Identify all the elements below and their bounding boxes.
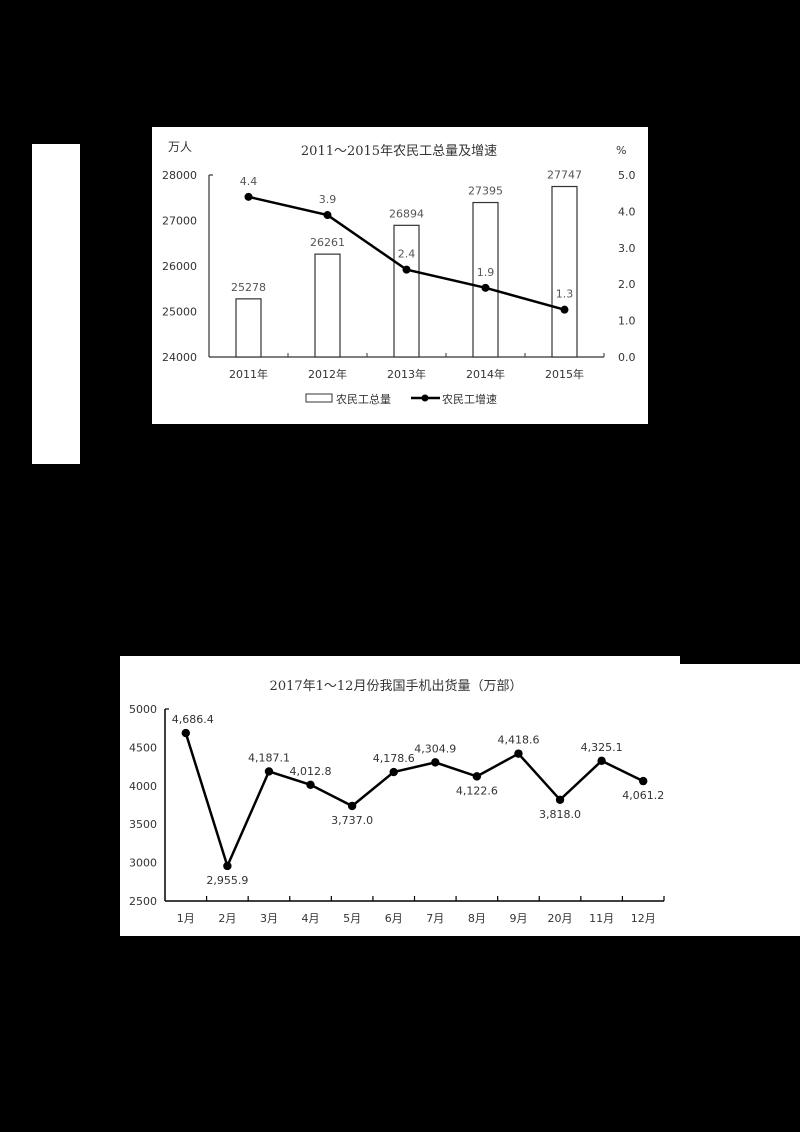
chart2-axes: 5000 4500 4000 3500 3000 2500 1月 2月 3月 4月 5月 6月 7月 8月… <box>129 703 665 925</box>
chart2-line-marker <box>306 780 315 790</box>
chart1-line-marker <box>244 192 253 201</box>
chart1-left-tick-label: 28000 <box>162 169 197 182</box>
chart2-value-label: 4,178.6 <box>373 752 415 765</box>
chart2-line-marker <box>514 749 523 758</box>
chart2-value-label: 4,325.1 <box>581 741 623 754</box>
chart2-y-tick-label: 3000 <box>129 857 157 870</box>
chart2-value-label: 4,187.1 <box>248 751 290 764</box>
chart2-category-label: 20月 <box>548 912 573 925</box>
chart1-legend: 农民工总量 农民工增速 <box>305 392 497 406</box>
chart1-left-tick-label: 25000 <box>162 306 197 319</box>
chart2-y-tick-label: 4000 <box>129 780 157 793</box>
chart1-bar <box>393 224 420 358</box>
legend-bar-label: 农民工总量 <box>336 392 391 406</box>
chart2-y-tick-label: 4500 <box>129 741 157 754</box>
chart2-category-label: 3月 <box>260 912 278 925</box>
chart2-y-tick-label: 5000 <box>129 703 157 716</box>
chart2-title: 2017年1～12月份我国手机出货量（万部） <box>270 678 523 694</box>
chart2-category-label: 12月 <box>631 912 656 925</box>
chart2-y-tick-label: 2500 <box>129 895 157 908</box>
chart1-line-marker <box>402 265 411 274</box>
chart1-right-tick-label: 2.0 <box>618 278 636 291</box>
chart2-line-marker <box>639 776 648 786</box>
chart2-line-marker <box>347 801 357 811</box>
chart1-bar-value-label: 25278 <box>231 281 266 294</box>
right-white-extension <box>680 664 800 936</box>
chart2-category-label: 9月 <box>509 912 527 925</box>
chart1-right-tick-label: 5.0 <box>618 169 636 182</box>
chart1-right-tick-label: 3.0 <box>618 242 636 255</box>
chart1-category-label: 2014年 <box>466 367 505 381</box>
chart2-value-label: 4,012.8 <box>290 765 332 778</box>
chart2-category-label: 1月 <box>177 912 195 925</box>
chart2-category-label: 7月 <box>426 912 444 925</box>
chart1-bar <box>472 201 499 358</box>
chart1-line-marker <box>323 211 332 220</box>
chart1-bar-value-label: 27747 <box>547 169 582 182</box>
chart1-right-tick-label: 0.0 <box>618 351 636 364</box>
chart1-category-label: 2011年 <box>229 367 268 381</box>
chart2-value-label: 4,304.9 <box>414 742 456 755</box>
chart1-right-tick-label: 1.0 <box>618 315 636 328</box>
chart2-line-marker <box>181 728 190 738</box>
chart1-left-unit: 万人 <box>168 140 192 154</box>
chart1-axes: 28000 27000 26000 25000 24000 5.0 4.0 3.0 2.0 1.0… <box>162 169 636 381</box>
chart-phone-shipments: 2017年1～12月份我国手机出货量（万部） 5000 4500 4000 3500 3… <box>120 656 680 936</box>
chart2-value-label: 4,122.6 <box>456 784 498 797</box>
chart2-value-label: 3,737.0 <box>331 814 373 827</box>
chart2-category-label: 8月 <box>468 912 486 925</box>
chart2-line-marker <box>264 767 274 776</box>
chart1-line-value-label: 4.4 <box>240 175 258 188</box>
chart1-line-value-label: 3.9 <box>319 193 337 206</box>
chart1-line-value-label: 2.4 <box>398 248 416 261</box>
legend-line-marker-icon <box>421 394 429 402</box>
chart2-line-marker <box>223 861 232 871</box>
legend-line-label: 农民工增速 <box>442 392 497 406</box>
chart1-line: 4.4 3.9 2.4 1.9 1.3 <box>240 175 574 314</box>
chart2-y-tick-label: 3500 <box>129 818 157 831</box>
chart2-line-marker <box>472 772 482 781</box>
chart1-title: 2011～2015年农民工总量及增速 <box>301 144 497 159</box>
chart2-category-label: 2月 <box>218 912 236 925</box>
chart1-line-value-label: 1.3 <box>556 288 574 301</box>
chart1-line-marker <box>560 305 569 314</box>
chart1-bars: 25278 26261 26894 27395 27747 <box>231 169 582 358</box>
chart2-value-label: 4,418.6 <box>497 734 539 747</box>
chart1-bar <box>314 253 341 358</box>
chart1-line-marker <box>481 283 490 292</box>
chart2-category-label: 6月 <box>385 912 403 925</box>
chart2-value-label: 3,818.0 <box>539 808 581 821</box>
chart2-line-marker <box>555 795 565 804</box>
chart2-svg: 2017年1～12月份我国手机出货量（万部） 5000 4500 4000 3500 3… <box>129 678 665 925</box>
chart1-right-unit: % <box>616 144 626 157</box>
chart1-left-tick-label: 26000 <box>162 260 197 273</box>
chart2-value-label: 2,955.9 <box>206 874 248 887</box>
chart1-bar-value-label: 26894 <box>389 207 424 220</box>
chart1-bar-value-label: 26261 <box>310 236 345 249</box>
chart2-line-marker <box>597 756 606 766</box>
chart1-category-label: 2015年 <box>545 367 584 381</box>
chart2-value-label: 4,686.4 <box>172 713 214 726</box>
chart2-category-label: 11月 <box>589 912 614 925</box>
chart1-svg: 2011～2015年农民工总量及增速 万人 % 2800027000260002… <box>162 140 636 406</box>
side-white-strip <box>32 144 80 464</box>
chart2-line-marker <box>389 767 398 777</box>
legend-bar-swatch-icon <box>305 393 333 403</box>
chart1-bar <box>235 298 262 358</box>
chart1-left-tick-label: 27000 <box>162 215 197 228</box>
chart1-right-tick-label: 4.0 <box>618 205 636 218</box>
chart1-bar <box>551 185 578 358</box>
chart-migrant-workers: 2011～2015年农民工总量及增速 万人 % 28000 27000 26000 2… <box>152 127 648 424</box>
chart2-line: 4,686.4 2,955.9 4,187.14,012.8 3,737.0 4,178… <box>172 713 664 887</box>
chart2-line-marker <box>431 758 440 767</box>
chart2-shipment-line <box>184 732 644 870</box>
chart1-category-label: 2013年 <box>387 367 426 381</box>
chart2-value-label: 4,061.2 <box>622 789 664 802</box>
chart1-bar-value-label: 27395 <box>468 185 503 198</box>
chart1-category-label: 2012年 <box>308 367 347 381</box>
chart1-left-tick-label: 24000 <box>162 351 197 364</box>
chart1-line-value-label: 1.9 <box>477 266 495 279</box>
chart2-category-label: 5月 <box>343 912 361 925</box>
chart2-category-label: 4月 <box>302 912 320 925</box>
